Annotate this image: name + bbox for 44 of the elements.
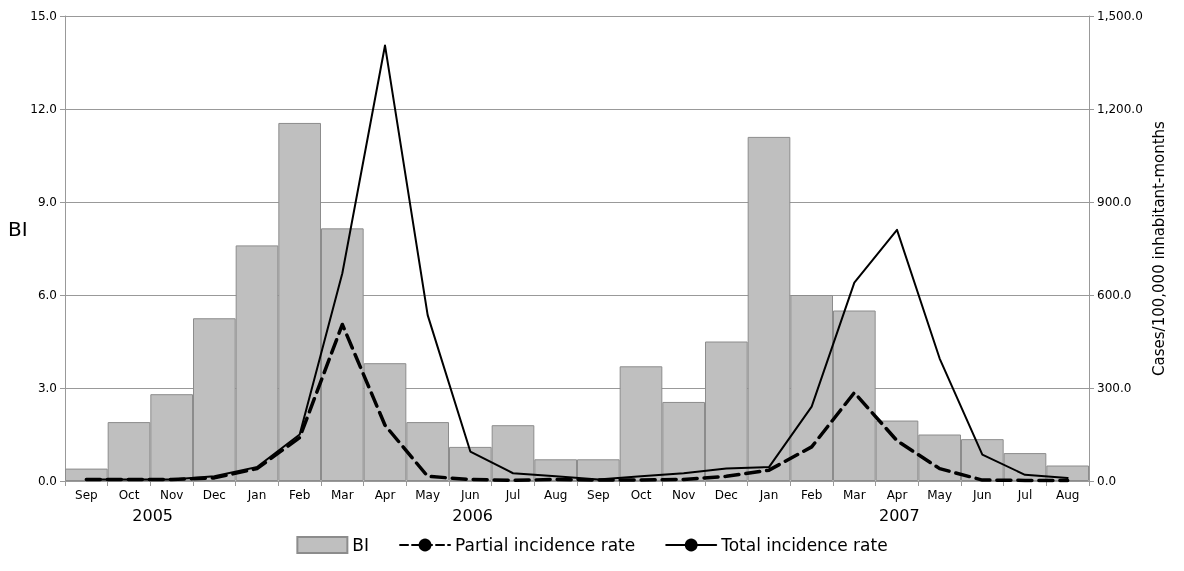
x-tick-label: Feb: [801, 488, 823, 502]
x-tick-label: Dec: [714, 488, 738, 502]
legend-label: BI: [352, 535, 370, 555]
y2-tick-label: 1,200.0: [1097, 102, 1143, 116]
x-tick-label: Mar: [843, 488, 866, 502]
y2-axis-title: Cases/100,000 inhabitant-months: [1149, 120, 1168, 376]
x-tick-label: Nov: [671, 488, 696, 502]
y2-tick-label: 900.0: [1097, 195, 1132, 209]
x-tick-label: Jan: [246, 488, 267, 502]
x-tick-label: Sep: [587, 488, 610, 502]
x-tick-label: Apr: [886, 488, 908, 502]
x-tick-label: Dec: [202, 488, 226, 502]
x-tick-label: Apr: [374, 488, 396, 502]
x-tick-label: Aug: [543, 488, 568, 502]
text: 2005: [132, 505, 174, 525]
x-tick-label: May: [415, 488, 441, 502]
y2-tick-label: 300.0: [1097, 381, 1132, 395]
legend-label: Partial incidence rate: [455, 535, 636, 555]
x-tick-label: Jul: [504, 488, 521, 502]
y-tick-label: 3.0: [37, 381, 57, 395]
x-tick-label: Jul: [1016, 488, 1033, 502]
x-tick-label: May: [927, 488, 953, 502]
x-tick-label: Jun: [459, 488, 480, 502]
text: 2006: [452, 505, 494, 525]
y-tick-label: 15.0: [30, 9, 57, 23]
y-axis-title: BI: [8, 216, 28, 241]
y-tick-label: 9.0: [37, 195, 57, 209]
x-tick-label: Jan: [758, 488, 779, 502]
x-tick-label: Oct: [118, 488, 140, 502]
y2-tick-label: 1,500.0: [1097, 9, 1143, 23]
y2-tick-label: 0.0: [1097, 474, 1117, 488]
x-tick-label: Mar: [331, 488, 354, 502]
x-tick-label: Aug: [1055, 488, 1080, 502]
legend-label: Total incidence rate: [720, 535, 888, 555]
y-tick-label: 0.0: [37, 474, 57, 488]
x-tick-label: Oct: [630, 488, 652, 502]
x-tick-label: Jun: [971, 488, 992, 502]
y-tick-label: 6.0: [37, 288, 57, 302]
y-tick-label: 12.0: [30, 102, 57, 116]
text: 2007: [879, 505, 920, 525]
x-tick-label: Feb: [289, 488, 311, 502]
y2-tick-label: 600.0: [1097, 288, 1132, 302]
x-tick-label: Nov: [159, 488, 184, 502]
x-tick-label: Sep: [75, 488, 98, 502]
